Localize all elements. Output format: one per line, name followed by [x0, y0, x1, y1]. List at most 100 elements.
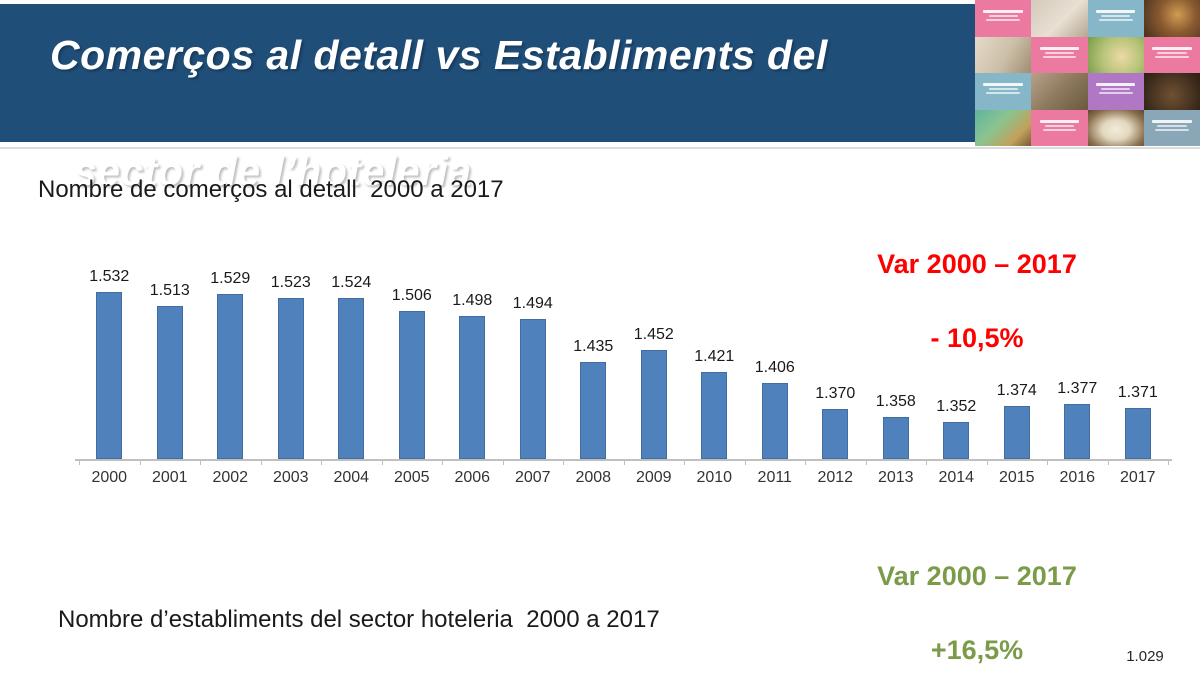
bar-2014	[943, 422, 970, 459]
x-axis-label: 2003	[272, 469, 309, 486]
x-axis-label: 2013	[877, 469, 914, 486]
x-axis-label: 2008	[575, 469, 612, 486]
collage-tile-text-line	[1098, 92, 1133, 94]
bar-value-label: 1.532	[89, 268, 130, 285]
collage-tile-text-line	[1155, 128, 1189, 131]
x-axis-tick	[79, 459, 80, 465]
collage-text-tile	[1031, 36, 1088, 73]
hotel-section-title: Nombre d’establiments del sector hoteler…	[58, 606, 660, 633]
bar-2009	[640, 350, 667, 459]
bar-value-label: 1.494	[512, 295, 553, 312]
collage-photo-tile	[975, 36, 1032, 73]
collage-text-tile	[1143, 109, 1200, 146]
bar-2012	[822, 409, 849, 459]
x-axis-tick	[1168, 459, 1169, 465]
retail-chart-title: Nombre de comerços al detall 2000 a 2017	[38, 176, 504, 203]
x-axis-label: 2005	[393, 469, 430, 486]
collage-photo-tile	[1143, 0, 1200, 37]
slide-title: Comerços al detall vs Establiments del s…	[50, 26, 950, 200]
collage-photo-tile	[1031, 0, 1088, 37]
collage-photo-tile	[1087, 109, 1144, 146]
collage-tile-text-line	[986, 19, 1020, 21]
collage-tile-text-line	[1152, 46, 1192, 50]
bar-2010	[701, 372, 728, 459]
bar-2015	[1003, 406, 1030, 459]
bar-value-label: 1.421	[694, 348, 735, 365]
photo-collage	[975, 0, 1200, 146]
x-axis-tick	[805, 459, 806, 465]
bar-value-label: 1.358	[875, 393, 916, 410]
header-divider-line	[0, 147, 1200, 149]
collage-photo-tile	[1031, 73, 1088, 110]
x-axis-label: 2017	[1119, 469, 1156, 486]
bar-value-label: 1.523	[270, 274, 311, 291]
collage-tile-text-line	[1044, 124, 1074, 127]
x-axis-tick	[321, 459, 322, 465]
collage-tile-text-line	[1155, 55, 1189, 58]
bar-value-label: 1.506	[391, 287, 432, 304]
x-axis-tick	[502, 459, 504, 465]
collage-tile-text-line	[983, 10, 1023, 13]
bar-2005	[398, 311, 425, 459]
collage-tile-text-line	[1044, 51, 1074, 54]
retail-variation-title: Var 2000 – 2017	[877, 249, 1077, 279]
collage-tile-text-line	[1098, 19, 1133, 21]
collage-tile-text-line	[1095, 83, 1136, 86]
bar-value-label: 1.435	[573, 338, 614, 355]
slide-title-line2: sector de l’hoteleria	[73, 148, 472, 194]
bar-2008	[580, 362, 607, 459]
collage-tile-text-line	[1101, 15, 1131, 17]
bar-2002	[217, 294, 244, 459]
retail-bar-chart: 1.532 2000 1.513 2001 1.529 2002 1.523 2003 1.52…	[75, 240, 1172, 490]
x-axis-tick	[684, 459, 685, 465]
bar-value-label: 1.406	[754, 359, 795, 376]
x-axis-label: 2006	[454, 469, 491, 486]
x-axis-label: 2014	[938, 469, 975, 486]
collage-text-tile	[975, 73, 1032, 110]
collage-tile-text-line	[1039, 119, 1080, 123]
collage-tile-text-line	[1042, 55, 1077, 58]
collage-tile-text-line	[1039, 46, 1080, 50]
collage-photo-tile	[1143, 73, 1200, 110]
bar-value-label: 1.498	[452, 292, 493, 309]
bar-value-label: 1.370	[815, 385, 856, 402]
collage-text-tile	[1087, 0, 1144, 37]
bar-2013	[882, 417, 909, 459]
collage-tile-text-line	[988, 88, 1018, 90]
x-axis-tick	[442, 459, 443, 465]
collage-text-tile	[1087, 73, 1144, 110]
x-axis-label: 2007	[514, 469, 551, 486]
x-axis-tick	[865, 459, 867, 465]
bar-value-label: 1.513	[149, 282, 190, 299]
collage-tile-text-line	[1042, 128, 1077, 131]
collage-text-tile	[1031, 109, 1088, 146]
hotel-variation-title: Var 2000 – 2017	[877, 561, 1077, 591]
x-axis-label: 2009	[635, 469, 672, 486]
x-axis-label: 2000	[91, 469, 128, 486]
bar-value-label: 1.524	[331, 274, 372, 291]
collage-tile-text-line	[983, 83, 1023, 86]
collage-tile-text-line	[1157, 51, 1187, 54]
bar-value-label: 1.374	[996, 382, 1037, 399]
hotel-variation-value: +16,5%	[930, 635, 1024, 665]
collage-text-tile	[1143, 36, 1200, 73]
x-axis-label: 2004	[333, 469, 370, 486]
collage-text-tile	[975, 0, 1032, 37]
bar-2004	[338, 298, 365, 459]
slide-title-line1: Comerços al detall vs Establiments del	[50, 32, 828, 78]
collage-tile-text-line	[1095, 10, 1136, 13]
hotel-variation-callout: Var 2000 – 2017 +16,5%	[837, 558, 1117, 669]
x-axis-tick	[926, 459, 927, 465]
bar-2001	[156, 306, 183, 459]
x-axis-label: 2015	[998, 469, 1035, 486]
x-axis-label: 2002	[212, 469, 249, 486]
x-axis-tick	[1047, 459, 1048, 465]
x-axis-tick	[623, 459, 625, 465]
bar-value-label: 1.452	[633, 326, 674, 343]
bar-2006	[459, 316, 486, 459]
x-axis-label: 2001	[151, 469, 188, 486]
collage-tile-text-line	[1152, 119, 1192, 123]
bar-value-label: 1.352	[936, 398, 977, 415]
bar-2003	[277, 298, 304, 459]
retail-variation-callout: Var 2000 – 2017 - 10,5%	[837, 246, 1117, 357]
